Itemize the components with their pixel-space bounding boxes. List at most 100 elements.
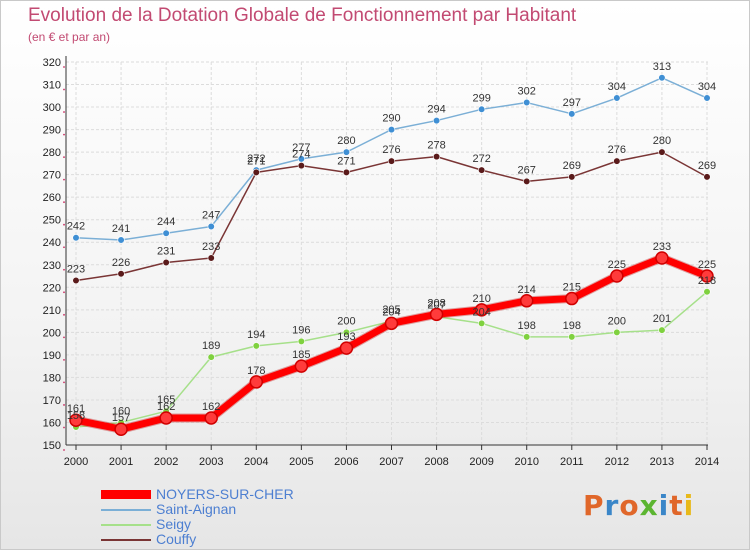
y-tick-dot bbox=[63, 178, 65, 181]
data-label: 201 bbox=[653, 313, 671, 325]
logo-letter: t bbox=[669, 489, 684, 522]
data-label: 193 bbox=[337, 331, 355, 343]
data-label: 204 bbox=[382, 306, 400, 318]
data-label: 242 bbox=[67, 221, 85, 233]
data-point bbox=[432, 116, 441, 125]
data-point bbox=[610, 269, 624, 283]
y-tick-label: 270 bbox=[43, 170, 61, 182]
y-tick-dot bbox=[63, 133, 65, 136]
y-tick-dot bbox=[63, 111, 65, 113]
data-point bbox=[117, 270, 125, 278]
data-point bbox=[72, 234, 80, 242]
data-point bbox=[703, 173, 711, 181]
data-point bbox=[568, 333, 576, 341]
data-point bbox=[387, 157, 396, 165]
series-noyers-sur-cher bbox=[69, 251, 714, 436]
y-tick-label: 280 bbox=[43, 147, 61, 159]
data-point bbox=[658, 74, 666, 82]
data-label: 276 bbox=[382, 144, 400, 156]
legend-item: Couffy bbox=[101, 531, 361, 547]
data-label: 272 bbox=[247, 153, 265, 165]
data-point bbox=[117, 236, 125, 244]
data-point bbox=[294, 359, 309, 373]
data-label: 297 bbox=[563, 97, 581, 109]
x-tick-label: 2007 bbox=[379, 456, 403, 468]
data-point bbox=[387, 125, 396, 134]
data-label: 271 bbox=[337, 155, 355, 167]
data-label: 223 bbox=[67, 264, 85, 276]
data-point bbox=[519, 294, 534, 308]
legend-item: Saint-Aignan bbox=[101, 501, 361, 517]
logo-letter: i bbox=[658, 489, 670, 522]
legend-item: NOYERS-SUR-CHER bbox=[101, 486, 361, 502]
x-tick-label: 2013 bbox=[650, 456, 674, 468]
y-tick-dot bbox=[63, 449, 65, 451]
data-label: 200 bbox=[337, 315, 355, 327]
data-label: 185 bbox=[292, 349, 310, 361]
legend-label: Couffy bbox=[156, 531, 197, 547]
legend-label: NOYERS-SUR-CHER bbox=[156, 486, 294, 502]
data-point bbox=[342, 168, 351, 176]
data-label: 231 bbox=[157, 246, 175, 258]
y-tick-label: 300 bbox=[43, 102, 61, 114]
x-tick-label: 2009 bbox=[469, 456, 493, 468]
data-point bbox=[207, 353, 215, 361]
data-label: 160 bbox=[112, 405, 130, 417]
x-tick-label: 2001 bbox=[109, 456, 133, 468]
y-tick-dot bbox=[63, 426, 65, 429]
data-point bbox=[252, 168, 260, 176]
data-label: 225 bbox=[698, 259, 716, 271]
data-label: 198 bbox=[518, 320, 536, 332]
x-tick-label: 2011 bbox=[560, 456, 584, 468]
data-label: 200 bbox=[608, 315, 626, 327]
data-label: 162 bbox=[157, 401, 175, 413]
data-label: 214 bbox=[518, 284, 536, 296]
data-label: 194 bbox=[247, 329, 265, 341]
data-labels: 161 157 162 162 178 185 193 204 208 210 214 215 225 2… bbox=[67, 61, 716, 424]
data-label: 158 bbox=[67, 410, 85, 422]
y-tick-label: 230 bbox=[43, 260, 61, 272]
data-label: 269 bbox=[698, 160, 716, 172]
y-tick-label: 200 bbox=[43, 327, 61, 339]
y-tick-label: 220 bbox=[43, 282, 61, 294]
data-label: 247 bbox=[202, 209, 220, 221]
x-tick-label: 2006 bbox=[334, 456, 358, 468]
data-label: 304 bbox=[698, 81, 716, 93]
y-tick-label: 210 bbox=[43, 305, 61, 317]
data-label: 280 bbox=[653, 135, 671, 147]
data-point bbox=[162, 229, 170, 237]
data-point bbox=[474, 303, 489, 317]
data-point bbox=[249, 375, 264, 389]
logo-letter: o bbox=[619, 489, 640, 522]
y-tick-dot bbox=[63, 404, 65, 406]
series-saint-aignan bbox=[72, 74, 711, 244]
logo-letter: i bbox=[683, 489, 695, 522]
y-tick-dot bbox=[63, 268, 65, 271]
y-tick-label: 150 bbox=[43, 440, 61, 452]
data-point bbox=[613, 157, 621, 165]
y-tick-label: 190 bbox=[43, 350, 61, 362]
x-tick-label: 2000 bbox=[64, 456, 88, 468]
y-tick-label: 180 bbox=[43, 372, 61, 384]
legend-swatch bbox=[101, 524, 151, 526]
data-point bbox=[297, 162, 305, 170]
data-label: 276 bbox=[608, 144, 626, 156]
data-label: 210 bbox=[472, 293, 490, 305]
data-label: 196 bbox=[292, 324, 310, 336]
y-tick-dot bbox=[63, 201, 65, 204]
data-label: 244 bbox=[157, 216, 175, 228]
data-point bbox=[204, 411, 218, 425]
data-point bbox=[478, 166, 486, 174]
data-point bbox=[568, 173, 576, 181]
data-point bbox=[159, 411, 173, 425]
data-label: 204 bbox=[472, 306, 490, 318]
data-point bbox=[613, 328, 621, 336]
data-point bbox=[478, 319, 486, 327]
y-tick-label: 250 bbox=[43, 215, 61, 227]
y-tick-dot bbox=[63, 66, 65, 68]
data-label: 178 bbox=[247, 365, 265, 377]
data-point bbox=[342, 328, 351, 336]
data-point bbox=[207, 222, 215, 231]
data-label: 294 bbox=[427, 104, 445, 116]
